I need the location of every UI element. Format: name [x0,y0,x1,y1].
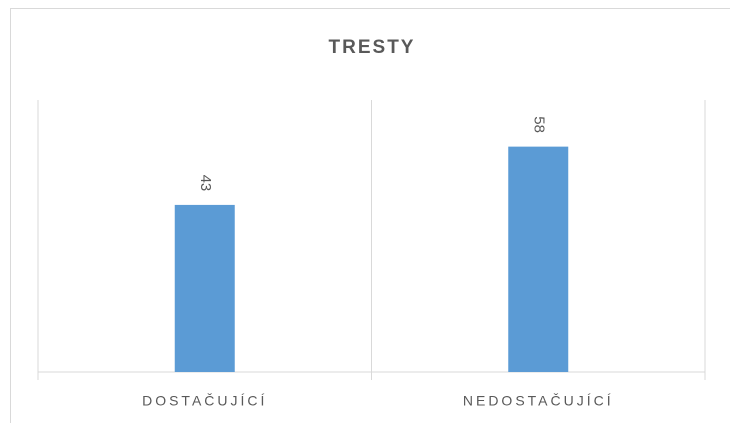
chart-frame [10,8,730,423]
x-tick-label: DOSTAČUJÍCÍ [142,393,267,409]
bar [174,204,235,372]
x-tick-label: NEDOSTAČUJÍCÍ [463,393,614,409]
chart-title: TRESTY [329,37,416,58]
data-label: 43 [197,175,214,192]
bar [508,146,569,372]
data-label: 58 [530,116,547,133]
